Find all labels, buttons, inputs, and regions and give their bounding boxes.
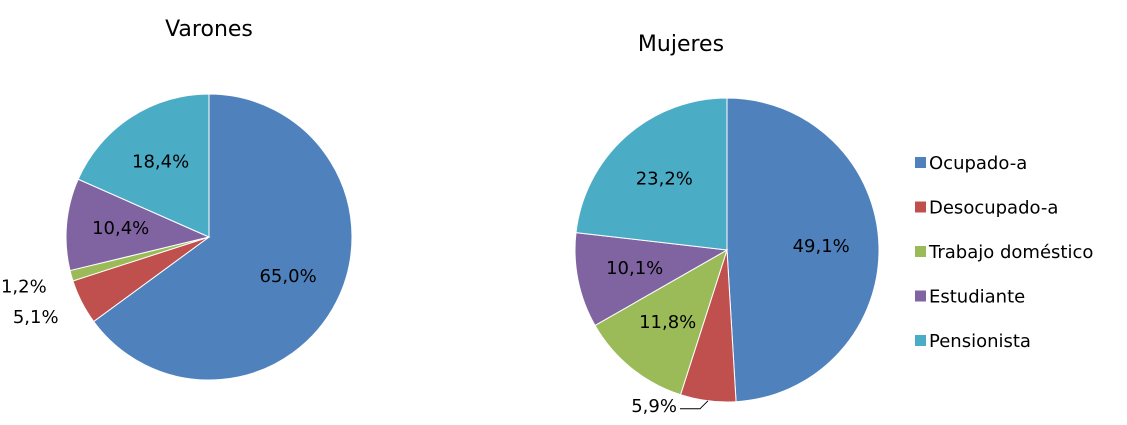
leader-line (679, 400, 709, 410)
pie-slice (726, 97, 880, 403)
legend-label: Trabajo doméstico (928, 242, 1093, 263)
data-label: 5,9% (631, 396, 677, 417)
pie-slice (92, 93, 353, 381)
data-label: 65,0% (259, 266, 316, 287)
data-label: 11,8% (639, 312, 696, 333)
chart-title: Mujeres (638, 32, 724, 57)
pie-slice (574, 232, 729, 327)
legend-swatch (915, 157, 926, 168)
pie-slice (594, 248, 728, 396)
legend-swatch (915, 335, 926, 346)
data-label: 10,4% (92, 218, 149, 239)
legend-label: Desocupado-a (929, 198, 1058, 219)
legend-label: Estudiante (929, 287, 1025, 308)
legend-swatch (915, 246, 926, 257)
data-label: 5,1% (13, 307, 59, 328)
legend-label: Pensionista (929, 331, 1031, 352)
pie-slice (65, 178, 211, 272)
legend-swatch (915, 201, 926, 213)
legend-label: Ocupado-a (929, 153, 1027, 174)
legend-swatch (915, 290, 926, 302)
pie-slice (77, 93, 210, 238)
data-label: 1,2% (1, 277, 47, 298)
data-label: 18,4% (132, 152, 189, 173)
data-label: 10,1% (606, 258, 663, 279)
data-label: 49,1% (793, 236, 850, 257)
pie-slice (575, 97, 728, 251)
chart-title: Varones (165, 17, 253, 42)
data-label: 23,2% (636, 169, 693, 190)
